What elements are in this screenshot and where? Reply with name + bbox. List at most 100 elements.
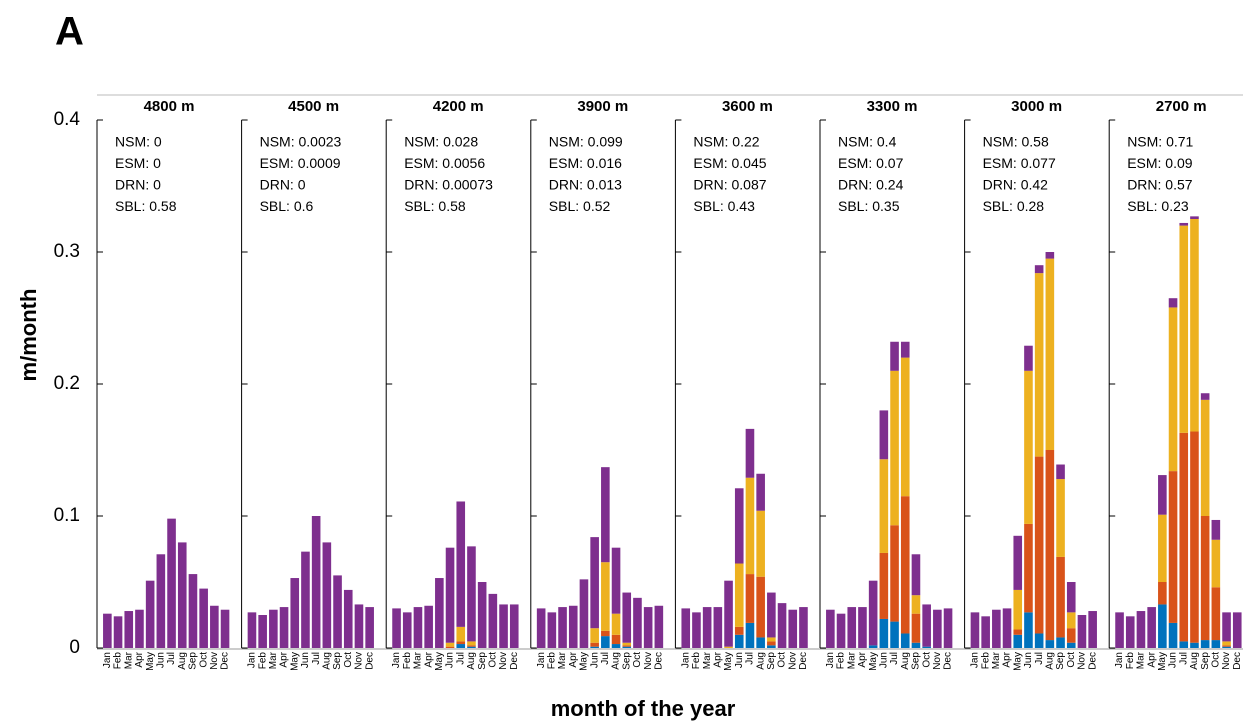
annotation: ESM: 0.077 <box>983 155 1056 171</box>
x-tick-label: May <box>1157 652 1168 671</box>
bar-segment <box>488 593 498 648</box>
bar-segment <box>269 609 278 648</box>
bar-segment <box>1158 582 1167 605</box>
bar-segment <box>745 574 755 623</box>
bar-segment <box>879 410 889 460</box>
x-tick-label: Sep <box>766 652 777 670</box>
panel-title: 4200 m <box>433 98 484 115</box>
bar-segment <box>879 459 889 553</box>
x-tick-label: Jan <box>680 652 691 668</box>
x-tick-label: Jan <box>825 652 836 668</box>
x-tick-label: Dec <box>943 652 954 670</box>
x-tick-label: Mar <box>557 651 568 669</box>
x-tick-label: May <box>145 652 156 671</box>
x-tick-label: Oct <box>632 652 643 668</box>
x-tick-label: Jan <box>391 652 402 668</box>
bar-segment <box>777 603 787 648</box>
x-tick-label: Aug <box>611 652 622 670</box>
bar-segment <box>611 613 621 635</box>
x-tick-label: May <box>723 652 734 671</box>
bar-segment <box>1013 634 1023 648</box>
x-tick-label: Feb <box>836 652 847 670</box>
bar-segment <box>435 578 444 648</box>
bar-segment <box>1222 612 1231 642</box>
bar-segment <box>509 604 519 648</box>
bar-segment <box>1190 216 1199 219</box>
bar-segment <box>124 611 134 648</box>
bar-segment <box>933 609 942 648</box>
bar-segment <box>1024 370 1033 524</box>
bar-segment <box>1158 604 1167 648</box>
bar-segment <box>467 641 476 646</box>
bar-segment <box>1222 645 1231 647</box>
bar-segment <box>1168 471 1178 623</box>
bar-segment <box>799 607 808 648</box>
bar-segment <box>365 607 374 648</box>
bar-segment <box>1066 628 1076 643</box>
annotation: SBL: 0.52 <box>549 198 611 214</box>
bar-segment <box>1034 633 1044 648</box>
annotation: DRN: 0.00073 <box>404 177 493 193</box>
x-tick-label: Jul <box>889 652 900 665</box>
bar-segment <box>1056 464 1065 480</box>
x-tick-label: May <box>579 652 590 671</box>
bar-segment <box>424 605 433 648</box>
x-tick-label: Apr <box>423 651 434 667</box>
x-tick-label: Sep <box>332 652 343 670</box>
bar-segment <box>333 575 342 648</box>
panel-title: 3000 m <box>1011 98 1062 115</box>
x-tick-label: Apr <box>1002 651 1013 667</box>
x-tick-label: Apr <box>134 651 145 667</box>
x-tick-label: Jan <box>102 652 113 668</box>
bar-segment <box>601 467 610 563</box>
bar-segment <box>601 630 610 637</box>
bar-segment <box>900 357 910 497</box>
bar-segment <box>199 588 208 648</box>
x-tick-label: Sep <box>477 652 488 670</box>
bar-segment <box>467 546 476 642</box>
bar-segment <box>724 646 733 648</box>
x-tick-label: Aug <box>321 652 332 670</box>
x-tick-label: Feb <box>257 652 268 670</box>
x-tick-label: Feb <box>113 652 124 670</box>
bar-segment <box>1125 616 1135 648</box>
x-tick-label: Nov <box>1221 652 1232 670</box>
bar-segment <box>1024 523 1033 613</box>
bar-segment <box>1024 612 1033 648</box>
bar-segment <box>900 496 910 634</box>
bar-segment <box>590 628 599 643</box>
x-tick-label: Apr <box>857 651 868 667</box>
x-tick-label: Jun <box>589 652 600 668</box>
annotation: SBL: 0.28 <box>983 198 1045 214</box>
bar-segment <box>911 595 921 614</box>
annotation: NSM: 0.58 <box>983 134 1049 150</box>
x-tick-label: Oct <box>198 652 209 668</box>
bar-segment <box>826 609 835 648</box>
bar-segment <box>103 613 112 648</box>
x-tick-label: Sep <box>1200 652 1211 670</box>
x-tick-label: Nov <box>209 652 220 670</box>
x-tick-label: Apr <box>568 651 579 667</box>
bar-segment <box>1179 641 1189 648</box>
x-tick-label: Oct <box>487 652 498 668</box>
bar-segment <box>1013 629 1023 635</box>
bar-segment <box>290 578 300 648</box>
bar-segment <box>1200 516 1210 641</box>
annotation: ESM: 0 <box>115 155 161 171</box>
annotation: DRN: 0 <box>115 177 161 193</box>
annotation: ESM: 0.07 <box>838 155 904 171</box>
bar-segment <box>301 551 310 648</box>
panel-label: A <box>55 10 84 54</box>
bar-segment <box>590 537 599 629</box>
x-tick-label: Jul <box>311 652 322 665</box>
bar-segment <box>445 646 455 648</box>
x-tick-label: Aug <box>1189 652 1200 670</box>
bar-segment <box>622 592 632 643</box>
y-axis-label: m/month <box>16 289 41 382</box>
bar-segment <box>1200 393 1210 400</box>
bar-segment <box>113 616 123 648</box>
bar-segment <box>247 612 257 648</box>
x-tick-label: May <box>868 652 879 671</box>
annotation: NSM: 0.099 <box>549 134 623 150</box>
bar-segment <box>890 525 899 622</box>
